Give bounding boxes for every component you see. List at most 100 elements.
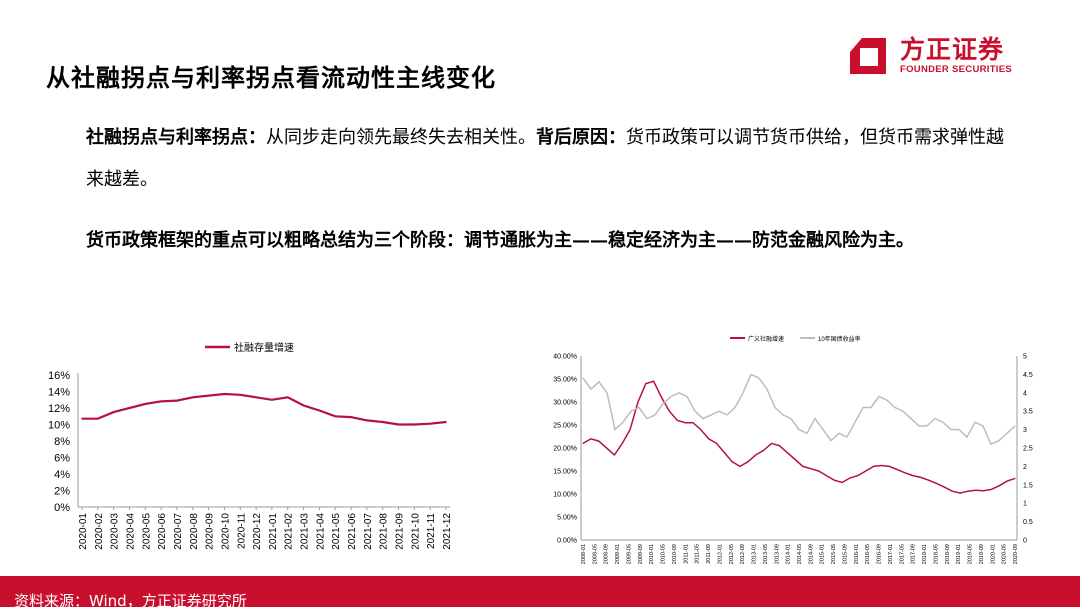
data-point: [766, 388, 768, 390]
data-point: [910, 418, 912, 420]
data-point: [700, 429, 702, 431]
data-point: [445, 421, 447, 423]
data-point: [630, 410, 632, 412]
x-tick-label: 2009-05: [626, 544, 632, 564]
y-right-tick-label: 1: [1023, 501, 1027, 508]
x-tick-label: 2009-09: [638, 544, 644, 564]
data-point: [990, 488, 992, 490]
data-point: [653, 380, 655, 382]
data-point: [934, 418, 936, 420]
data-point: [742, 392, 744, 394]
x-tick-label: 2021-08: [379, 513, 390, 550]
y-tick-label: 8%: [54, 436, 70, 448]
data-point: [825, 475, 827, 477]
data-point: [862, 407, 864, 409]
data-point: [814, 418, 816, 420]
x-tick-label: 2017-09: [911, 544, 917, 564]
data-point: [239, 394, 242, 396]
data-point: [806, 432, 808, 434]
data-point: [144, 403, 147, 405]
data-point: [1006, 432, 1008, 434]
data-point: [723, 452, 725, 454]
y-tick-label: 6%: [54, 453, 70, 465]
data-point: [302, 404, 305, 407]
x-tick-label: 2021-07: [363, 513, 374, 550]
paragraph-1-text-2: 货币政策可以调节货币供给，但货币需求弹性越来越差。: [86, 127, 1004, 190]
data-point: [983, 490, 985, 492]
y-left-tick-label: 10.00%: [553, 492, 577, 499]
data-point: [857, 475, 859, 477]
data-point: [286, 396, 289, 399]
data-point: [1014, 477, 1016, 479]
data-point: [97, 417, 99, 420]
data-point: [598, 440, 600, 442]
data-point: [590, 388, 592, 390]
x-tick-label: 2021-04: [315, 513, 326, 550]
y-tick-label: 2%: [54, 486, 70, 498]
page-title: 从社融拐点与利率拐点看流动性主线变化: [46, 63, 496, 92]
data-point: [838, 432, 840, 434]
x-tick-label: 2016-09: [877, 544, 883, 564]
data-point: [846, 436, 848, 438]
data-point: [888, 465, 890, 467]
data-point: [207, 394, 210, 397]
logo-mark: [850, 38, 886, 74]
data-point: [822, 429, 824, 431]
data-point: [692, 422, 694, 424]
y-right-tick-label: 1.5: [1023, 482, 1033, 489]
x-tick-label: 2021-11: [426, 513, 437, 549]
data-point: [662, 403, 664, 405]
data-point: [334, 415, 337, 418]
series-line-financing: [582, 380, 1016, 494]
data-point: [1006, 480, 1008, 482]
data-point: [678, 392, 680, 394]
y-tick-label: 10%: [48, 420, 70, 432]
data-point: [670, 395, 672, 397]
y-tick-label: 16%: [48, 370, 70, 382]
x-tick-label: 2021-10: [410, 513, 421, 550]
data-point: [366, 419, 368, 422]
data-point: [943, 486, 945, 488]
data-point: [873, 465, 875, 467]
data-point: [928, 479, 930, 481]
y-right-tick-label: 2: [1023, 464, 1027, 471]
data-point: [429, 422, 431, 425]
data-point: [951, 490, 953, 492]
x-tick-label: 2020-08: [189, 513, 200, 550]
data-point: [878, 395, 880, 397]
legend-label-yield: 10年国债收益率: [818, 335, 861, 343]
x-tick-label: 2015-01: [820, 544, 826, 564]
data-point: [708, 438, 710, 440]
x-tick-label: 2021-01: [268, 513, 279, 550]
paragraph-1-text-1: 从同步走向领先最终失去相关性。: [266, 127, 536, 148]
data-point: [833, 479, 835, 481]
data-point: [638, 407, 640, 409]
data-point: [676, 419, 678, 421]
data-point: [716, 442, 718, 444]
data-point: [128, 407, 131, 409]
data-point: [950, 429, 952, 431]
y-tick-label: 4%: [54, 469, 70, 481]
x-tick-label: 2020-09: [205, 513, 216, 550]
data-point: [958, 429, 960, 431]
x-tick-label: 2021-12: [442, 513, 453, 550]
y-right-tick-label: 0: [1023, 538, 1027, 545]
data-point: [726, 414, 728, 416]
data-point: [629, 429, 631, 431]
data-point: [598, 381, 600, 383]
data-point: [645, 383, 647, 385]
logo-text: 方正证券: [900, 35, 1005, 64]
x-tick-label: 2019-01: [956, 544, 962, 564]
footer-bar: [0, 576, 1080, 607]
x-tick-label: 2010-05: [661, 544, 667, 564]
x-tick-label: 2020-10: [220, 513, 231, 550]
data-point: [802, 465, 804, 467]
data-point: [718, 410, 720, 412]
data-point: [790, 418, 792, 420]
x-tick-label: 2020-05: [141, 513, 152, 550]
x-tick-label: 2020-02: [94, 513, 105, 550]
data-point: [918, 425, 920, 427]
data-point: [990, 443, 992, 445]
x-tick-label: 2020-06: [157, 513, 168, 550]
y-right-tick-label: 4.5: [1023, 372, 1033, 379]
